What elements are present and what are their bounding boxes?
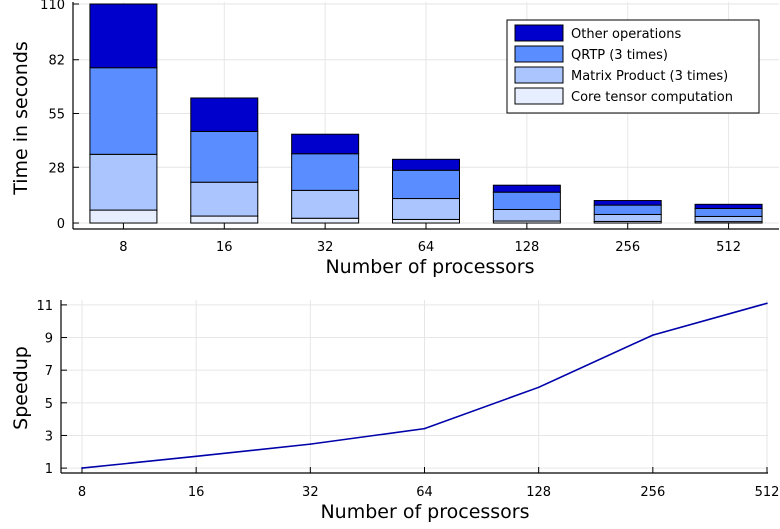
speedup-chart-grid <box>61 300 768 473</box>
speedup-y-tick-label: 9 <box>45 332 53 347</box>
legend-swatch <box>514 87 564 105</box>
time-bar-segment <box>392 218 460 224</box>
time-bar-segment <box>694 215 763 223</box>
speedup-y-tick-label: 5 <box>45 397 53 412</box>
time-y-tick-label: 82 <box>48 54 65 69</box>
time-bar-segment <box>89 153 158 211</box>
time-bar-segment <box>593 204 662 215</box>
time-chart-x-label: Number of processors <box>325 256 534 278</box>
speedup-x-tick-label: 32 <box>302 485 319 500</box>
time-bar-segment <box>89 209 158 224</box>
speedup-chart-y-ticks: 1 3 5 7 9 11 <box>36 299 53 477</box>
time-bar-segment <box>190 181 259 217</box>
time-bar-segment <box>392 198 460 220</box>
time-bar-segment <box>593 213 662 222</box>
time-bar-segment <box>291 217 360 224</box>
time-chart-x-ticks: 8 16 32 64 128 256 512 <box>119 240 741 255</box>
speedup-line-chart: 1 3 5 7 9 11 8 16 32 64 128 256 512 Number of proce… <box>10 299 779 523</box>
speedup-x-tick-label: 16 <box>188 485 205 500</box>
time-bar-chart: 0 28 55 82 110 8 16 32 64 128 256 512 Number of pr… <box>10 0 779 278</box>
legend-label: Matrix Product (3 times) <box>571 69 728 84</box>
speedup-chart-axes <box>60 300 768 474</box>
time-bar-segment <box>89 67 158 155</box>
speedup-x-tick-label: 256 <box>640 485 665 500</box>
speedup-chart-y-label: Speedup <box>10 346 32 430</box>
time-bar-segment <box>190 215 259 224</box>
speedup-x-tick-label: 128 <box>526 485 551 500</box>
time-y-tick-label: 55 <box>48 108 65 123</box>
time-bar-segment <box>89 3 158 69</box>
time-chart-bars <box>89 3 763 224</box>
time-bar-segment <box>492 208 561 222</box>
speedup-chart-x-label: Number of processors <box>320 501 529 523</box>
speedup-point <box>652 334 654 336</box>
speedup-x-tick-label: 512 <box>755 485 780 500</box>
speedup-point <box>309 443 312 445</box>
time-y-tick-label: 0 <box>57 217 65 232</box>
time-x-tick-label: 256 <box>615 240 640 255</box>
speedup-chart-series <box>81 302 768 469</box>
time-y-tick-label: 110 <box>40 0 65 13</box>
time-bar-segment <box>492 184 561 193</box>
legend-label: Core tensor computation <box>571 90 733 105</box>
speedup-chart-x-ticks: 8 16 32 64 128 256 512 <box>78 485 780 500</box>
time-x-tick-label: 32 <box>317 240 334 255</box>
time-x-tick-label: 512 <box>716 240 741 255</box>
time-bar-segment <box>492 191 561 210</box>
time-bar-segment <box>291 153 360 191</box>
time-y-tick-label: 28 <box>48 161 65 176</box>
time-chart-legend: Other operations QRTP (3 times) Matrix Pro… <box>506 19 760 114</box>
time-bar-segment <box>694 207 763 217</box>
legend-swatch <box>514 66 564 84</box>
time-chart-y-label: Time in seconds <box>10 41 32 196</box>
time-chart-y-ticks: 0 28 55 82 110 <box>40 0 65 232</box>
speedup-point <box>537 386 540 389</box>
time-bar-segment <box>291 189 360 219</box>
speedup-y-tick-label: 7 <box>45 364 53 379</box>
time-bar-segment <box>291 133 360 155</box>
time-x-tick-label: 128 <box>514 240 539 255</box>
speedup-point <box>766 302 768 305</box>
legend-swatch <box>514 24 564 42</box>
speedup-y-tick-label: 1 <box>45 462 53 477</box>
speedup-point <box>195 455 197 458</box>
time-x-tick-label: 64 <box>418 240 435 255</box>
speedup-x-tick-label: 64 <box>416 485 433 500</box>
time-bar-segment <box>694 203 763 209</box>
legend-swatch <box>514 45 564 63</box>
time-bar-segment <box>593 200 662 206</box>
time-bar-segment <box>190 97 259 132</box>
time-bar-segment <box>392 169 460 200</box>
legend-label: QRTP (3 times) <box>571 48 668 63</box>
time-x-tick-label: 16 <box>216 240 233 255</box>
speedup-x-tick-label: 8 <box>78 485 86 500</box>
time-bar-segment <box>190 130 259 183</box>
legend-label: Other operations <box>571 27 681 42</box>
time-x-tick-label: 8 <box>119 240 127 255</box>
speedup-y-tick-label: 3 <box>45 429 53 444</box>
speedup-y-tick-label: 11 <box>36 299 53 314</box>
time-chart-axes <box>72 2 779 230</box>
time-bar-segment <box>392 158 460 171</box>
speedup-point <box>81 467 83 469</box>
speedup-point <box>423 427 426 430</box>
